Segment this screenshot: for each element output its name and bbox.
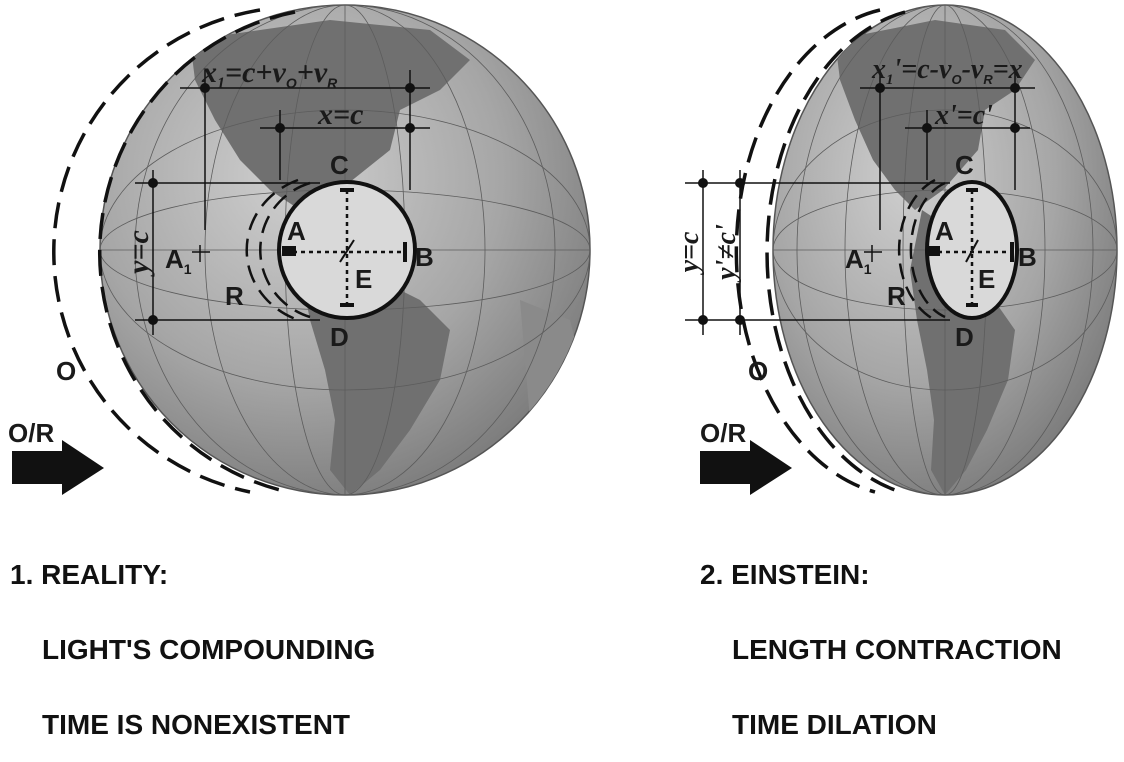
wave-r-1	[245, 178, 311, 322]
formula-x1-2: x1'=c-vO-vR=x	[871, 54, 1023, 88]
label-d-2: D	[955, 322, 974, 352]
label-b-2: B	[1018, 242, 1037, 272]
caption-einstein-line-2: LENGTH CONTRACTION	[732, 634, 1062, 665]
label-e-2: E	[978, 264, 995, 294]
globe-1-map	[100, 5, 590, 495]
formula-x1-1: x1=c+vO+vR	[201, 56, 338, 92]
landmass-north-america	[190, 20, 470, 210]
dimension-lines-2	[685, 70, 1035, 335]
arrow-icon-2	[700, 440, 792, 495]
formula-x-1: x=c	[317, 98, 363, 131]
wave-o-2	[734, 8, 906, 494]
label-o-2: O	[748, 356, 768, 386]
label-c-2: C	[955, 150, 974, 180]
label-a1-1: A1	[165, 244, 192, 277]
arrow-label-2: O/R	[700, 418, 746, 448]
formula-y-2: y=c	[674, 231, 705, 275]
marker-a-1	[282, 246, 296, 256]
label-r-1: R	[225, 281, 244, 311]
caption-einstein: 2. EINSTEIN: LENGTH CONTRACTION TIME DIL…	[700, 512, 1062, 762]
caption-reality: 1. REALITY: LIGHT'S COMPOUNDING TIME IS …	[10, 512, 375, 762]
dimension-ticks-2	[698, 83, 1020, 325]
clock-axes-1	[285, 190, 405, 305]
formula-yprime-2: y'≠c'	[711, 224, 742, 283]
label-a-2: A	[935, 216, 954, 246]
wave-r-2	[897, 178, 946, 322]
panel-einstein: x1'=c-vO-vR=x x'=c' y=c y'≠c' C A B E D …	[674, 4, 1118, 496]
label-e-1: E	[355, 264, 372, 294]
dimension-ticks-1	[148, 83, 415, 325]
caption-reality-line-1: 1. REALITY:	[10, 559, 169, 590]
formula-x-2: x'=c'	[934, 100, 993, 131]
arrow-icon-1	[12, 440, 104, 495]
label-a1-2: A1	[845, 244, 872, 277]
label-b-1: B	[415, 242, 434, 272]
caption-einstein-line-3: TIME DILATION	[732, 709, 937, 740]
arrow-label-1: O/R	[8, 418, 54, 448]
diagram-canvas: x1=c+vO+vR x=c y=c C A B E D R O A1 O/R	[8, 4, 1118, 496]
caption-reality-line-3: TIME IS NONEXISTENT	[42, 709, 351, 740]
label-r-2: R	[887, 281, 906, 311]
label-c-1: C	[330, 150, 349, 180]
label-o-1: O	[56, 356, 76, 386]
caption-einstein-line-1: 2. EINSTEIN:	[700, 559, 870, 590]
formula-y-1: y=c	[122, 230, 155, 277]
wave-o-1	[52, 8, 296, 494]
label-d-1: D	[330, 322, 349, 352]
caption-reality-line-2: LIGHT'S COMPOUNDING	[42, 634, 376, 665]
dimension-lines-1	[135, 70, 430, 335]
landmass-north-america-2	[835, 20, 1035, 210]
label-a-1: A	[287, 216, 306, 246]
panel-reality: x1=c+vO+vR x=c y=c C A B E D R O A1 O/R	[8, 4, 591, 496]
